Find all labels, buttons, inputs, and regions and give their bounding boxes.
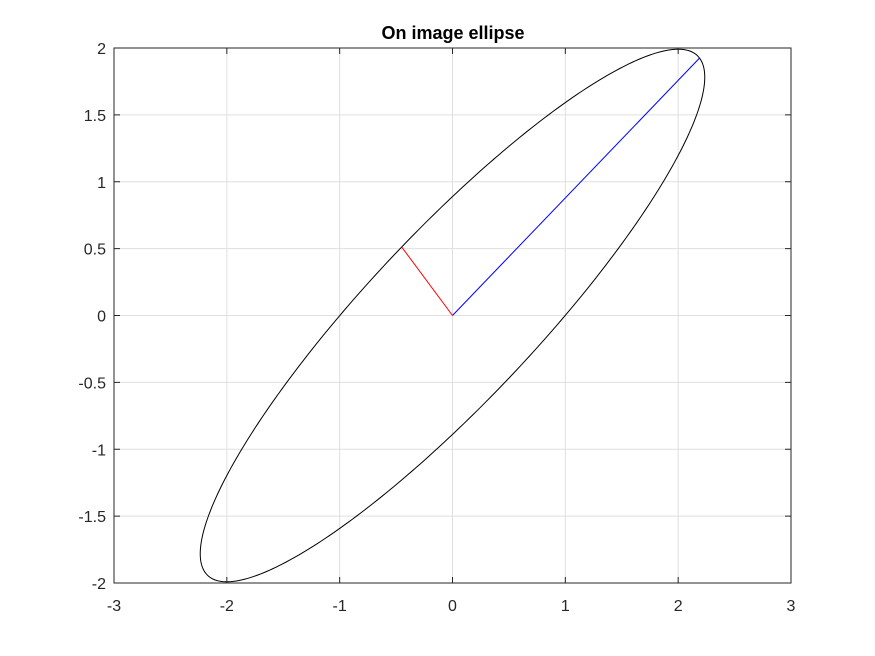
y-tick-label: -0.5 [78,375,106,392]
major-axis-line [452,57,700,316]
y-tick-label: 2 [97,41,106,58]
y-tick-label: 1 [97,175,106,192]
x-tick-label: -1 [333,598,347,615]
x-tick-label: 0 [448,598,457,615]
plot-area: -3 -2 -1 0 1 2 3-2-1.5-1-0.500.511.52 [78,41,795,615]
x-tick-label: -3 [107,598,121,615]
chart-title: On image ellipse [381,23,524,43]
y-tick-label: -2 [92,576,106,593]
y-tick-label: 0 [97,309,106,326]
x-tick-label: 1 [561,598,570,615]
x-tick-label: 3 [787,598,796,615]
y-tick-label: 0.5 [84,242,106,259]
ellipse-curve [199,48,706,583]
x-tick-label: -2 [220,598,234,615]
y-tick-label: 1.5 [84,108,106,125]
y-tick-label: -1 [92,442,106,459]
minor-axis-line [401,246,453,316]
x-tick-label: 2 [674,598,683,615]
y-tick-label: -1.5 [78,509,106,526]
